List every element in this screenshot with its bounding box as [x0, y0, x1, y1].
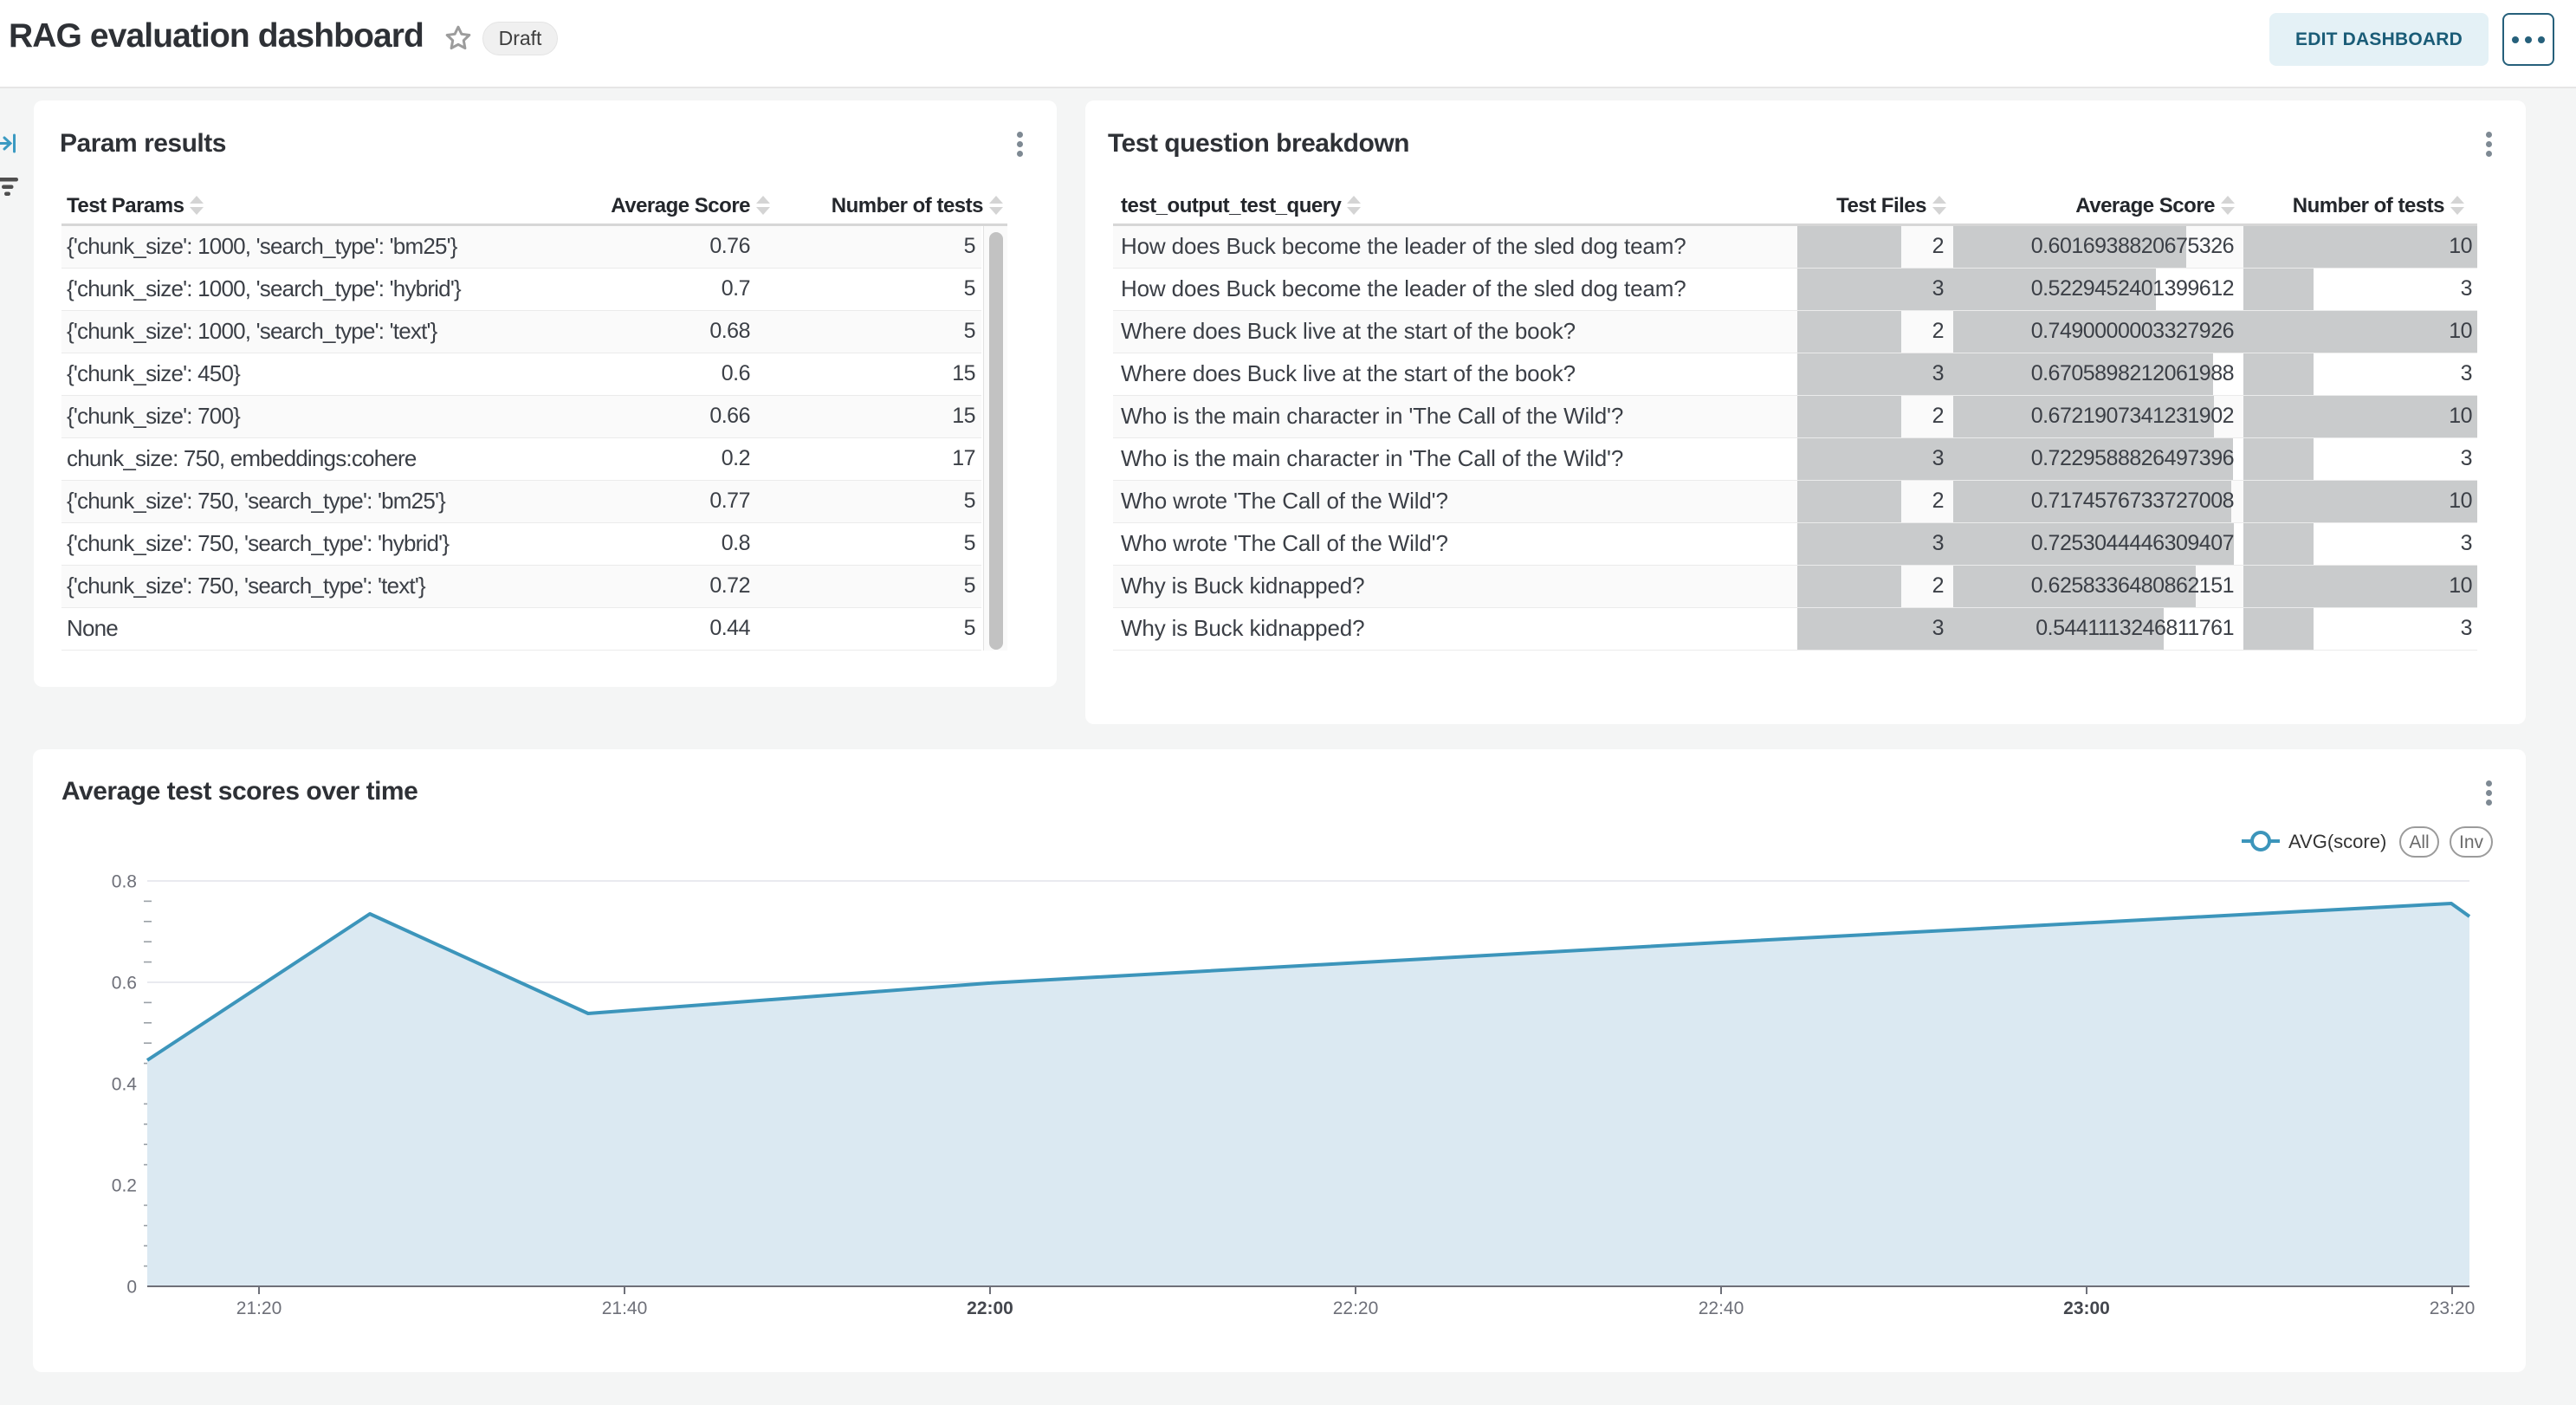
- svg-text:All: All: [2409, 832, 2429, 852]
- svg-text:Inv: Inv: [2459, 832, 2484, 852]
- svg-text:AVG(score): AVG(score): [2288, 831, 2386, 852]
- svg-text:0.2: 0.2: [112, 1176, 137, 1196]
- svg-text:0: 0: [126, 1278, 137, 1298]
- svg-text:23:20: 23:20: [2430, 1298, 2476, 1318]
- svg-text:0.6: 0.6: [112, 974, 137, 994]
- svg-text:23:00: 23:00: [2063, 1298, 2110, 1318]
- svg-text:22:20: 22:20: [1333, 1298, 1379, 1318]
- svg-text:22:00: 22:00: [967, 1298, 1013, 1318]
- svg-text:0.8: 0.8: [112, 872, 137, 892]
- svg-text:21:20: 21:20: [236, 1298, 282, 1318]
- svg-text:0.4: 0.4: [112, 1075, 138, 1095]
- svg-text:21:40: 21:40: [602, 1298, 648, 1318]
- svg-text:22:40: 22:40: [1699, 1298, 1744, 1318]
